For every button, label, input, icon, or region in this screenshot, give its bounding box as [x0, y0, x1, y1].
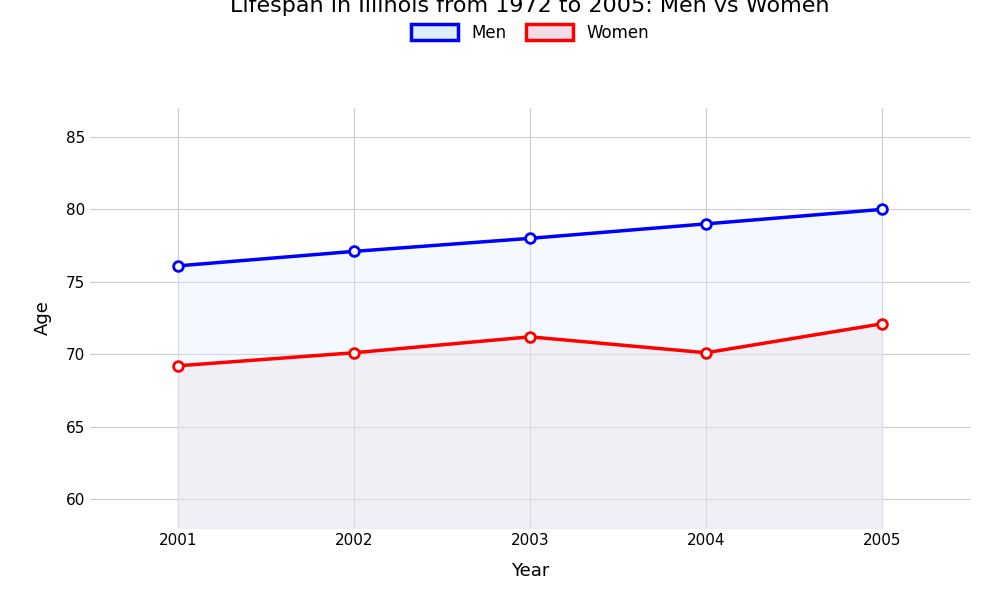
Title: Lifespan in Illinois from 1972 to 2005: Men vs Women: Lifespan in Illinois from 1972 to 2005: …	[230, 0, 830, 16]
Y-axis label: Age: Age	[34, 301, 52, 335]
X-axis label: Year: Year	[511, 562, 549, 580]
Legend: Men, Women: Men, Women	[411, 24, 649, 42]
